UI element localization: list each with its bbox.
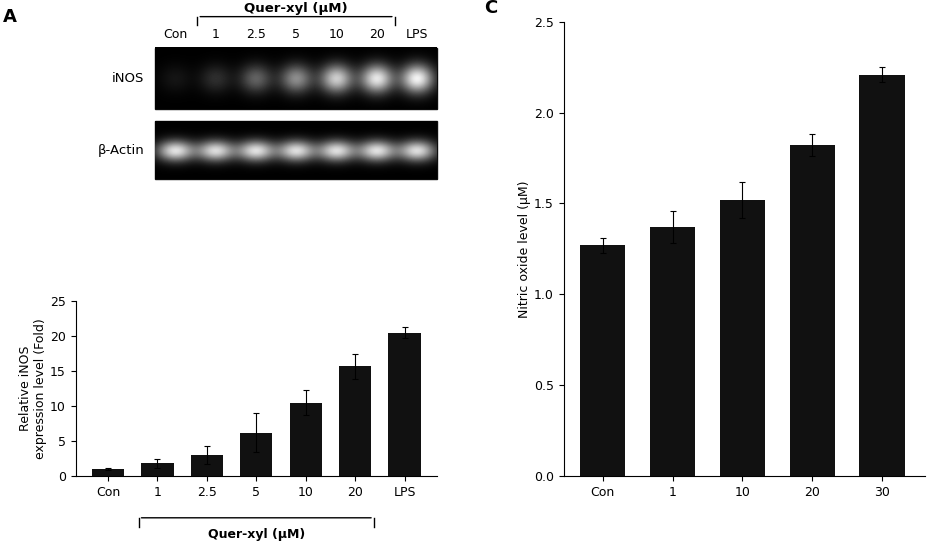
Bar xyxy=(92,469,124,476)
Bar xyxy=(389,333,421,476)
Text: 5: 5 xyxy=(292,28,300,41)
Bar xyxy=(240,433,273,476)
Text: A: A xyxy=(3,8,17,26)
Text: iNOS: iNOS xyxy=(111,72,144,85)
Y-axis label: Relative iNOS
expression level (Fold): Relative iNOS expression level (Fold) xyxy=(19,318,47,459)
Bar xyxy=(719,200,766,476)
Bar xyxy=(155,48,437,109)
Bar xyxy=(339,366,371,476)
Text: β-Actin: β-Actin xyxy=(97,144,144,157)
Bar xyxy=(142,463,174,476)
Bar xyxy=(191,455,223,476)
Bar xyxy=(290,403,322,476)
Text: 20: 20 xyxy=(369,28,384,41)
Text: Con: Con xyxy=(163,28,187,41)
Y-axis label: Nitric oxide level (μM): Nitric oxide level (μM) xyxy=(518,180,531,318)
Bar xyxy=(155,121,437,179)
Text: 10: 10 xyxy=(329,28,345,41)
Bar xyxy=(789,146,835,476)
Text: 2.5: 2.5 xyxy=(245,28,265,41)
Bar xyxy=(580,245,626,476)
Bar xyxy=(649,227,696,476)
Text: Quer-xyl (μM): Quer-xyl (μM) xyxy=(244,2,348,15)
Text: 1: 1 xyxy=(211,28,219,41)
Text: C: C xyxy=(484,0,497,17)
Bar xyxy=(859,74,905,476)
Text: LPS: LPS xyxy=(406,28,429,41)
Text: Quer-xyl (μM): Quer-xyl (μM) xyxy=(208,528,305,542)
